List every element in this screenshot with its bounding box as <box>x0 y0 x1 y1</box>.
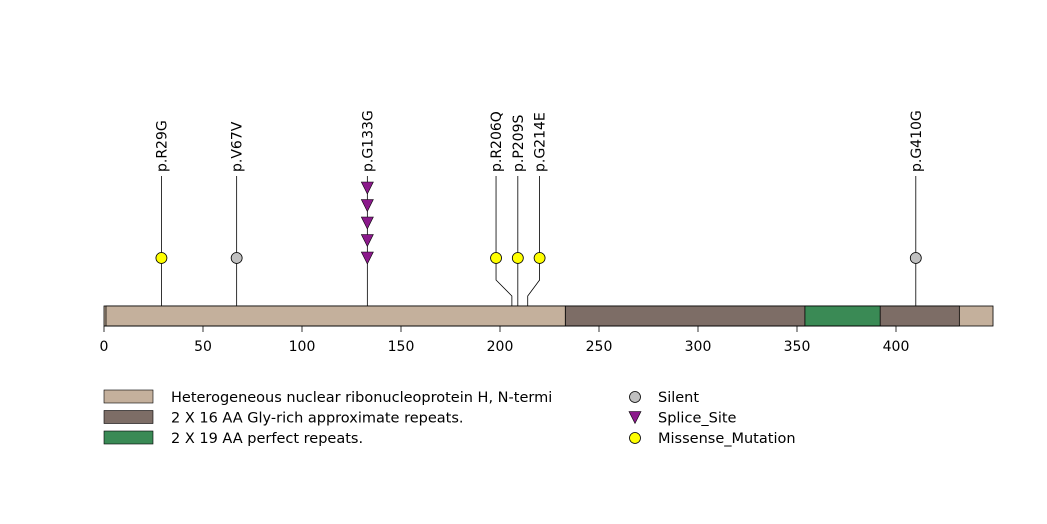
legend-domain-swatch <box>103 389 154 404</box>
splice-site-marker <box>360 251 374 265</box>
legend-type-label: Splice_Site <box>658 411 737 427</box>
axis-tick-label: 200 <box>487 339 514 355</box>
mutation-stem <box>527 176 540 326</box>
axis-tick-label: 100 <box>289 339 316 355</box>
mutation-stems <box>161 176 917 326</box>
missense-marker <box>533 252 546 264</box>
legend-type-label: Missense_Mutation <box>658 431 796 447</box>
legend-domain-label: 2 X 16 AA Gly-rich approximate repeats. <box>171 411 464 427</box>
axis-tick-label: 0 <box>100 339 109 355</box>
legend-domain-swatch <box>103 430 154 445</box>
protein-track <box>103 305 994 327</box>
mutation-label: p.G214E <box>533 112 549 172</box>
legend-type-symbol <box>628 411 642 425</box>
axis-tick-label: 300 <box>685 339 712 355</box>
splice-site-marker <box>360 199 374 213</box>
mutation-stem <box>495 176 513 326</box>
mutation-label: p.G133G <box>360 110 376 172</box>
axis-tick-label: 150 <box>388 339 415 355</box>
mutation-label: p.V67V <box>230 121 246 172</box>
axis-tick-label: 250 <box>586 339 613 355</box>
missense-marker <box>490 252 502 264</box>
axis-tick-label: 350 <box>784 339 811 355</box>
legend-type-label: Silent <box>658 390 699 406</box>
legend-domain-label: Heterogeneous nuclear ribonucleoprotein … <box>171 390 552 406</box>
axis-tick-label: 400 <box>883 339 910 355</box>
mutation-markers <box>155 181 922 265</box>
splice-site-marker <box>360 216 374 230</box>
mutation-label: p.G410G <box>909 110 925 172</box>
domain-3 <box>804 305 881 327</box>
x-axis: 0 50 100 150 200 250 300 350 400 <box>100 325 910 355</box>
mutation-label: p.R29G <box>154 120 170 172</box>
silent-marker <box>909 252 922 264</box>
domain-1 <box>105 305 566 327</box>
missense-marker <box>511 252 524 264</box>
legend-type-symbol <box>629 432 641 444</box>
legend-domain-label: 2 X 19 AA perfect repeats. <box>171 431 363 447</box>
silent-marker <box>230 252 243 264</box>
domain-2 <box>564 305 960 327</box>
missense-marker <box>155 252 168 264</box>
mutation-label: p.R206Q <box>489 111 505 172</box>
legend-type-symbol <box>629 391 641 403</box>
splice-site-marker <box>360 234 374 248</box>
splice-site-marker <box>360 181 374 195</box>
axis-tick-label: 50 <box>194 339 212 355</box>
legend-domain-swatch <box>103 410 154 424</box>
mutation-label: p.P209S <box>511 114 527 172</box>
legend: Heterogeneous nuclear ribonucleoprotein … <box>103 389 796 447</box>
mutation-labels: p.R29G p.V67V p.G133G p.R206Q p.P209S p.G214E… <box>154 110 924 172</box>
